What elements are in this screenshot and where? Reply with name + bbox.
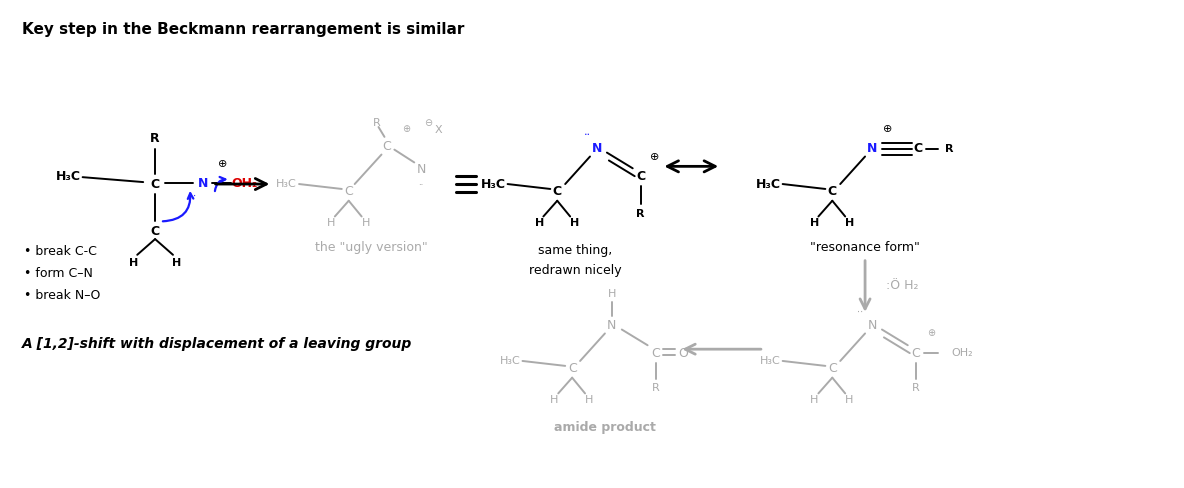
Text: ⊕: ⊕ (650, 151, 659, 162)
Text: R: R (637, 208, 645, 219)
Text: C: C (828, 185, 837, 199)
Text: Key step in the Beckmann rearrangement is similar: Key step in the Beckmann rearrangement i… (22, 22, 464, 37)
Text: C: C (382, 140, 391, 153)
Text: amide product: amide product (554, 421, 656, 434)
Text: • break N–O: • break N–O (24, 288, 101, 302)
Text: • form C–N: • form C–N (24, 267, 92, 280)
Text: X: X (435, 125, 442, 135)
Text: R: R (912, 384, 920, 393)
Text: the "ugly version": the "ugly version" (315, 242, 427, 254)
Text: ⊕: ⊕ (403, 124, 411, 134)
Text: N: N (867, 142, 877, 155)
Text: ⊕: ⊕ (927, 328, 935, 339)
Text: R: R (651, 384, 659, 393)
Text: ⋅⋅: ⋅⋅ (584, 130, 591, 140)
Text: ⋅⋅: ⋅⋅ (189, 191, 197, 201)
Text: H: H (129, 258, 137, 268)
Text: C: C (828, 362, 837, 375)
Text: C: C (568, 362, 577, 375)
Text: H: H (844, 218, 854, 228)
Text: "resonance form": "resonance form" (810, 242, 920, 254)
Text: H: H (173, 258, 181, 268)
Text: H: H (607, 289, 616, 299)
Text: N: N (198, 177, 208, 189)
Text: R: R (150, 132, 160, 145)
Text: A [1,2]-shift with displacement of a leaving group: A [1,2]-shift with displacement of a lea… (22, 337, 412, 351)
Text: N: N (868, 319, 876, 332)
Text: C: C (553, 185, 562, 199)
Text: • break C-C: • break C-C (24, 245, 97, 258)
Text: same thing,: same thing, (538, 244, 612, 257)
Text: R: R (946, 143, 954, 154)
Text: H₃C: H₃C (760, 356, 780, 366)
Text: :Ö H₂: :Ö H₂ (886, 279, 918, 292)
Text: ⋅⋅: ⋅⋅ (419, 180, 424, 188)
Text: redrawn nicely: redrawn nicely (529, 264, 622, 277)
Text: ⊕: ⊕ (218, 160, 227, 169)
Text: H₃C: H₃C (56, 170, 81, 183)
Text: H: H (810, 395, 818, 406)
Text: C: C (912, 346, 920, 360)
Text: C: C (636, 170, 645, 183)
Text: C: C (150, 178, 160, 190)
Text: H₃C: H₃C (276, 179, 297, 189)
Text: H: H (810, 218, 819, 228)
Text: ⊕: ⊕ (883, 124, 893, 134)
Text: H: H (585, 395, 593, 406)
Text: R: R (373, 118, 380, 128)
Text: C: C (913, 142, 922, 155)
Text: ⋅⋅: ⋅⋅ (857, 307, 863, 317)
Text: N: N (592, 142, 603, 155)
Text: O: O (678, 346, 688, 360)
Text: C: C (651, 346, 659, 360)
Text: H₃C: H₃C (481, 178, 506, 190)
Text: C: C (150, 224, 160, 238)
Text: H: H (845, 395, 854, 406)
Text: H₃C: H₃C (755, 178, 780, 190)
Text: N: N (417, 163, 426, 176)
Text: OH₂: OH₂ (952, 348, 973, 358)
Text: H: H (551, 395, 559, 406)
Text: OH₂: OH₂ (231, 177, 258, 189)
Text: H: H (361, 218, 369, 228)
Text: H₃C: H₃C (500, 356, 521, 366)
Text: H: H (535, 218, 543, 228)
Text: H: H (570, 218, 579, 228)
Text: H: H (327, 218, 335, 228)
Text: C: C (345, 185, 353, 199)
Text: N: N (607, 319, 617, 332)
Text: ⊖: ⊖ (424, 118, 432, 128)
